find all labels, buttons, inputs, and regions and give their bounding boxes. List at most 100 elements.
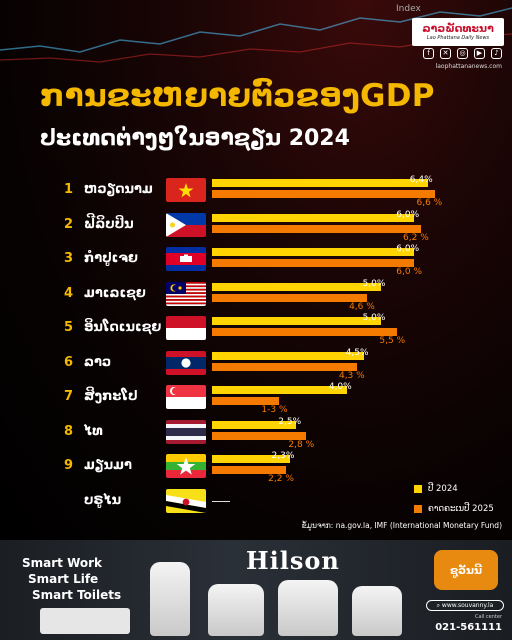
x-icon[interactable]: ✕ — [440, 48, 451, 59]
data-label-2025: 5,5 % — [379, 336, 406, 346]
data-label-2025: 4,6 % — [349, 301, 375, 312]
bar-2024 — [212, 420, 297, 429]
chart-subtitle: ປະເທດຕ່າງໆໃນອາຊຽນ 2024 — [40, 126, 350, 151]
rank-number: 9 — [64, 458, 74, 473]
facebook-icon[interactable]: f — [423, 48, 434, 59]
newspaper-logo: ລາວພັດທະນາ Lao Phattana Daily News — [412, 18, 504, 46]
rank-number: 4 — [64, 285, 74, 301]
country-name: ມຽນມາ — [84, 458, 132, 473]
dealer-logo: ຊູວັນນີ — [434, 550, 498, 590]
bar-2024 — [212, 179, 428, 187]
vietnam-flag — [166, 178, 206, 202]
toilet-image-3 — [278, 580, 338, 636]
bar-2025 — [212, 397, 280, 405]
myanmar-flag — [166, 454, 206, 478]
bar-2024 — [212, 386, 347, 394]
legend-swatch-2025 — [414, 505, 422, 513]
no-data-dash — [212, 500, 230, 502]
rank-number: 7 — [64, 389, 74, 404]
ad-line-2: Smart Life — [28, 572, 99, 586]
bar-2025 — [212, 328, 398, 336]
country-name: ຟີລິບປິນ — [84, 216, 134, 232]
legend-item-2024: ປີ 2024 — [414, 484, 458, 494]
country-name: ບຣູໄນ — [84, 492, 122, 508]
youtube-icon[interactable]: ▶ — [474, 48, 485, 59]
rank-number: 1 — [64, 182, 74, 197]
ad-line-3: Smart Toilets — [32, 588, 122, 602]
legend-label-2025: ຄາດຄະເນປີ 2025 — [428, 504, 494, 514]
bar-2025 — [212, 259, 415, 267]
legend-swatch-2024 — [414, 485, 422, 493]
chart-title: ການຂະຫຍາຍຕົວຂອງGDP — [40, 78, 435, 114]
social-links: f ✕ ◎ ▶ ♪ — [423, 48, 502, 59]
bar-2024 — [212, 455, 290, 463]
dealer-website-text: www.souvanny.la — [441, 602, 494, 609]
cambodia-flag — [166, 247, 206, 271]
bar-2025 — [212, 224, 422, 233]
bar-2025 — [212, 362, 357, 371]
legend-item-2025: ຄາດຄະເນປີ 2025 — [414, 504, 494, 514]
call-center-label: Call center — [474, 614, 502, 620]
data-label-2024: 5,0% — [362, 313, 386, 323]
country-name: ມາເລເຊຍ — [84, 285, 146, 301]
indonesia-flag — [166, 316, 206, 340]
bar-2024 — [212, 213, 415, 222]
bar-2025 — [212, 190, 435, 198]
rank-number: 2 — [64, 216, 74, 232]
data-label-2025: 2,8 % — [288, 439, 315, 450]
toilet-image-2 — [208, 584, 264, 636]
bar-2024 — [212, 282, 381, 291]
malaysia-flag — [166, 281, 206, 306]
remote-control-image — [40, 608, 130, 634]
logo-subtitle: Lao Phattana Daily News — [426, 35, 490, 41]
instagram-icon[interactable]: ◎ — [457, 48, 468, 59]
data-label-2024: 2,5% — [278, 416, 302, 427]
country-name: ສິງກະໂປ — [84, 389, 138, 404]
data-label-2024: 6,0% — [396, 209, 420, 220]
ticker-label: Index — [396, 4, 421, 14]
rank-number: 8 — [64, 423, 74, 439]
data-label-2024: 4,5% — [345, 347, 369, 358]
toilet-image-1 — [150, 562, 190, 636]
data-label-2025: 6,2 % — [403, 232, 429, 243]
call-center-phone[interactable]: 021-561111 — [435, 622, 502, 633]
philippines-flag — [166, 212, 206, 237]
background — [0, 0, 512, 540]
dealer-website[interactable]: ⌕ www.souvanny.la — [426, 600, 504, 611]
legend-label-2024: ປີ 2024 — [428, 484, 458, 494]
website-link[interactable]: laophattananews.com — [435, 63, 502, 70]
bar-2025 — [212, 293, 368, 302]
data-label-2025: 2,2 % — [268, 474, 294, 484]
tiktok-icon[interactable]: ♪ — [491, 48, 502, 59]
data-label-2024: 6,4% — [409, 175, 433, 185]
country-name: ກຳປູເຈຍ — [84, 251, 138, 266]
country-name: ລາວ — [84, 354, 112, 370]
data-label-2024: 4,0% — [328, 382, 352, 392]
laos-flag — [166, 350, 206, 375]
logo-title: ລາວພັດທະນາ — [422, 22, 494, 35]
data-label-2024: 2,3% — [271, 451, 295, 461]
source-note: ຂໍ້ມູນຈາກ: na.gov.la, IMF (International… — [301, 521, 502, 530]
country-name: ຫວຽດນາມ — [84, 182, 153, 197]
bar-2025 — [212, 431, 307, 440]
data-label-2025: 6,0 % — [396, 267, 423, 277]
advertisement-banner[interactable]: Smart Work Smart Life Smart Toilets Hils… — [0, 540, 512, 640]
rank-number: 5 — [64, 320, 74, 335]
data-label-2024: 6,0% — [396, 244, 420, 254]
country-name: ອິນໂດເນເຊຍ — [84, 320, 162, 335]
bar-2024 — [212, 351, 364, 360]
data-label-2025: 1-3 % — [261, 405, 288, 415]
data-label-2025: 4,3 % — [338, 370, 365, 381]
thailand-flag — [166, 419, 206, 444]
search-icon: ⌕ — [436, 602, 442, 609]
brunei-flag — [166, 488, 206, 513]
ad-line-1: Smart Work — [22, 556, 103, 570]
rank-number: 6 — [64, 354, 74, 370]
singapore-flag — [166, 385, 206, 409]
country-name: ໄທ — [84, 423, 103, 439]
data-label-2024: 5,0% — [362, 278, 386, 289]
bar-2025 — [212, 466, 287, 474]
toilet-image-4 — [352, 586, 402, 636]
bar-2024 — [212, 317, 381, 325]
rank-number: 3 — [64, 251, 74, 266]
